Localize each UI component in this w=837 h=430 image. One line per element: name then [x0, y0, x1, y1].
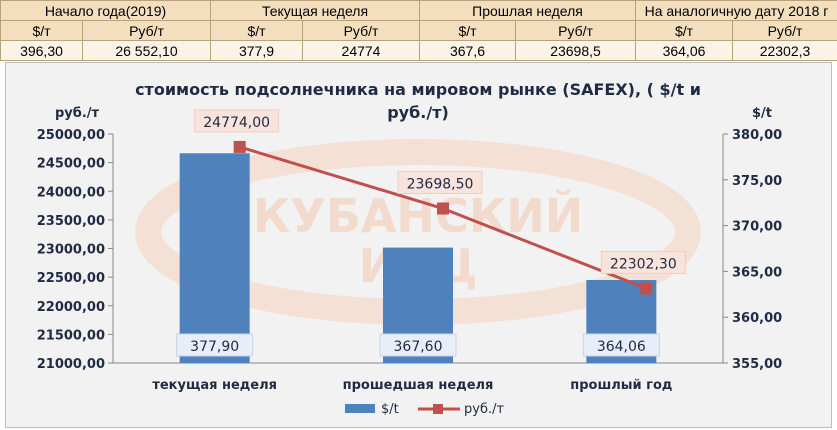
line-label-box [194, 109, 280, 133]
right-tick-label: 365,00 [732, 265, 782, 280]
x-tick-label: прошедшая неделя [343, 378, 494, 393]
bar-data-label: 377,90 [190, 339, 239, 355]
group-header: Текущая неделя [210, 0, 420, 21]
line-data-label: 22302,30 [610, 256, 677, 272]
bar-label-box [379, 333, 457, 357]
value-cell: 364,06 [635, 40, 733, 61]
value-cell: 22302,3 [731, 40, 837, 61]
group-header: Начало года(2019) [0, 0, 211, 21]
group-header: Прошлая неделя [419, 0, 636, 21]
value-cell: 24774 [302, 40, 420, 61]
right-tick-label: 370,00 [732, 220, 782, 235]
watermark-text-1: КУБАНСКИЙ [253, 189, 584, 243]
left-tick-label: 24000,00 [37, 185, 105, 200]
legend: $/t руб./т [345, 402, 504, 417]
unit-header: $/т [0, 20, 83, 41]
value-cell: 26 552,10 [82, 40, 211, 61]
right-axis-label: $/t [752, 106, 772, 121]
line-data-label: 23698,50 [407, 177, 474, 193]
line-label-box [600, 250, 686, 274]
legend-label-bars: $/t [381, 402, 399, 417]
unit-header: $/т [210, 20, 303, 41]
left-tick-label: 22000,00 [37, 300, 105, 315]
bar-label-box [582, 333, 660, 357]
legend-swatch-bars [345, 404, 375, 413]
left-tick-label: 23000,00 [37, 243, 105, 258]
left-axis-label: руб./т [55, 106, 100, 121]
value-cell: 367,6 [419, 40, 516, 61]
value-cell: 23698,5 [515, 40, 636, 61]
chart-title-line-1: стоимость подсолнечника на мировом рынке… [135, 80, 701, 99]
bar-data-label: 364,06 [597, 339, 646, 355]
value-cell: 377,9 [210, 40, 303, 61]
x-tick-label: текущая неделя [152, 378, 277, 393]
legend-marker-line [433, 404, 443, 414]
price-summary-table: Начало года(2019) Текущая неделя Прошлая… [0, 0, 837, 61]
unit-header: $/т [419, 20, 516, 41]
bar [179, 153, 250, 363]
right-tick-label: 355,00 [732, 357, 782, 372]
left-tick-label: 25000,00 [37, 128, 105, 143]
right-tick-label: 380,00 [732, 128, 782, 143]
x-tick-label: прошлый год [570, 378, 672, 393]
group-header-row: Начало года(2019) Текущая неделя Прошлая… [0, 0, 837, 21]
left-tick-label: 22500,00 [37, 271, 105, 286]
value-row: 396,30 26 552,10 377,9 24774 367,6 23698… [0, 40, 837, 61]
unit-header: Руб/т [82, 20, 211, 41]
line-point [437, 202, 449, 215]
left-tick-label: 23500,00 [37, 214, 105, 229]
bar-data-label: 367,60 [394, 339, 443, 355]
left-tick-label: 24500,00 [37, 157, 105, 172]
right-tick-label: 360,00 [732, 311, 782, 326]
left-tick-label: 21500,00 [37, 328, 105, 343]
unit-header: $/т [635, 20, 733, 41]
line-label-box [397, 171, 483, 195]
legend-label-line: руб./т [464, 402, 504, 417]
bar-label-box [176, 333, 254, 357]
line-point [640, 282, 653, 295]
value-cell: 396,30 [0, 40, 83, 61]
left-tick-label: 21000,00 [37, 357, 105, 372]
line-point [233, 140, 246, 153]
line-data-label: 24774,00 [203, 115, 270, 131]
chart-title-line-2: руб./т) [387, 103, 449, 122]
right-tick-label: 375,00 [732, 174, 782, 189]
